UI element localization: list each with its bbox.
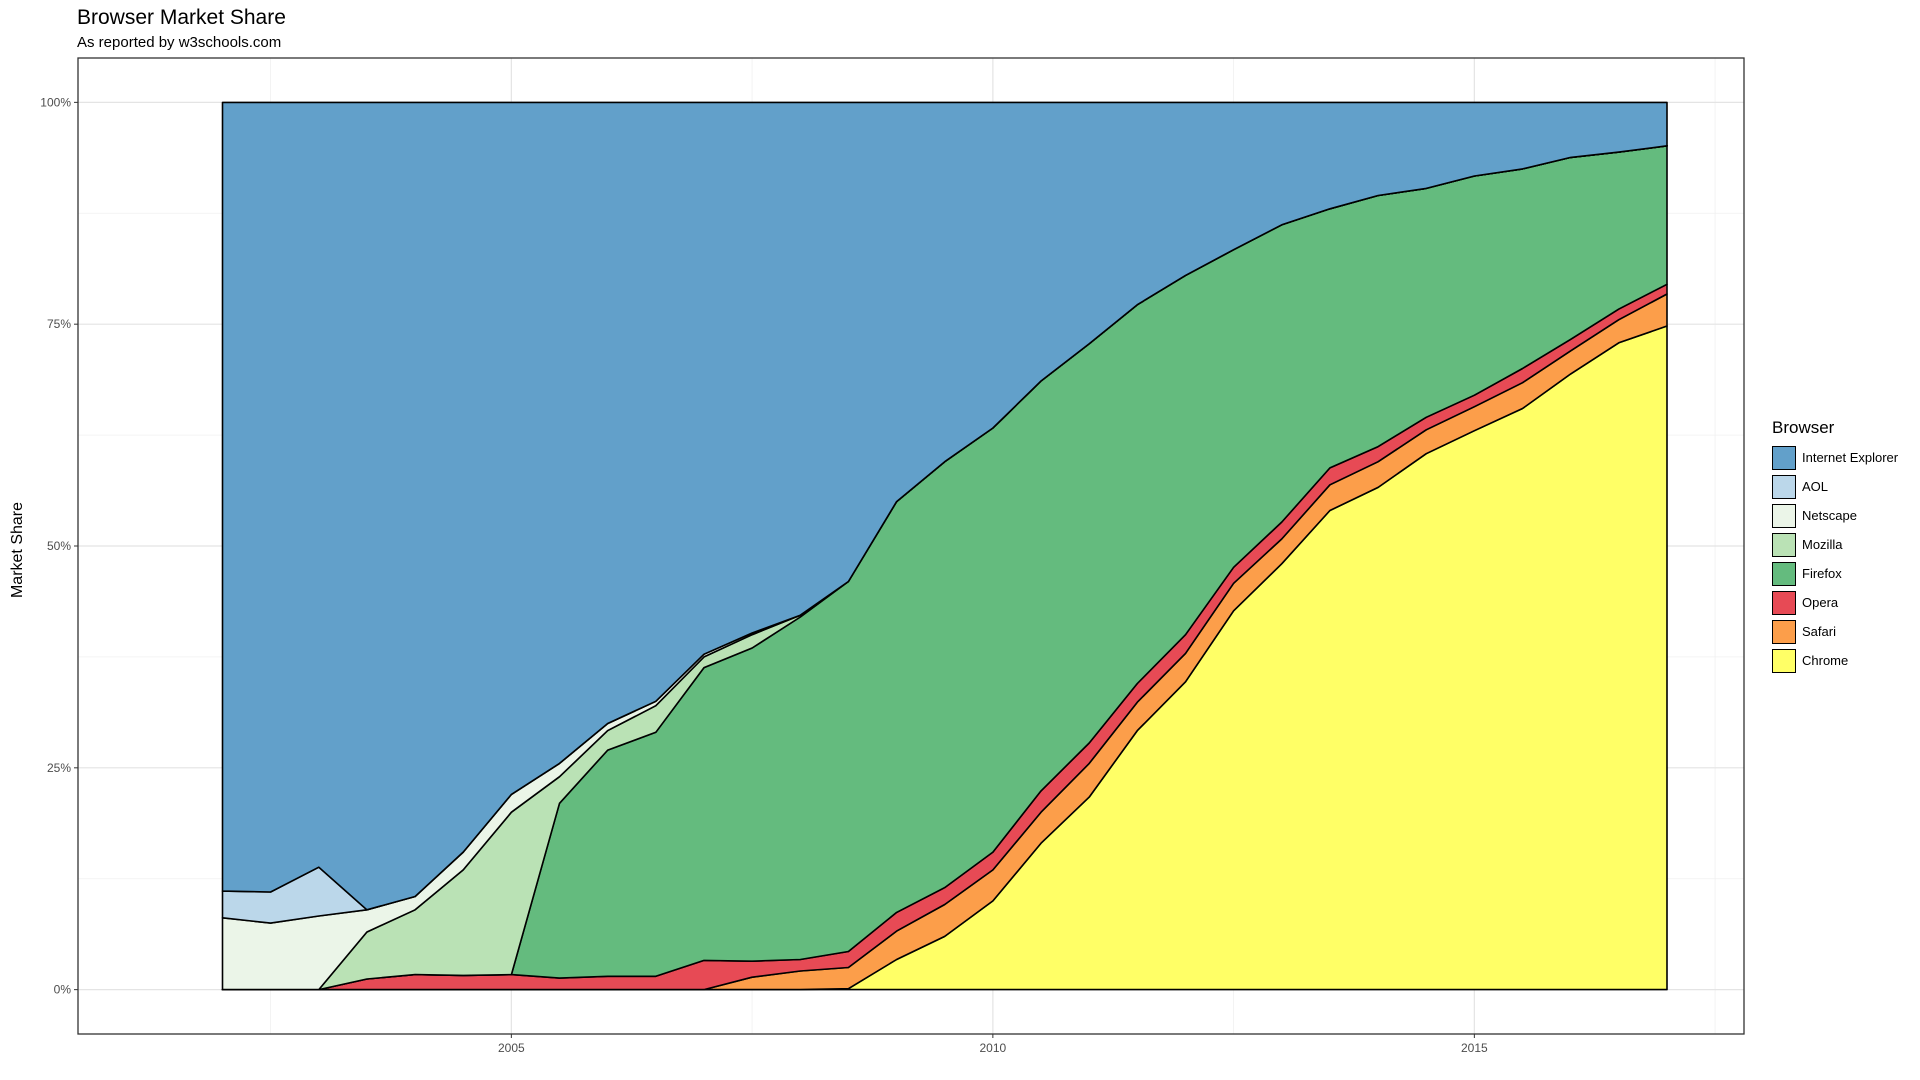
legend-swatch <box>1772 590 1796 615</box>
legend-item-mozilla: Mozilla <box>1772 530 1898 559</box>
legend-swatch <box>1772 532 1796 557</box>
x-tick-label: 2015 <box>1461 1041 1488 1055</box>
y-tick-label: 25% <box>47 761 71 775</box>
legend-label: Internet Explorer <box>1802 450 1899 465</box>
area-internet-explorer <box>221 101 1668 911</box>
y-tick-label: 0% <box>54 983 72 997</box>
legend-swatch <box>1772 445 1796 470</box>
legend-label: Firefox <box>1802 566 1842 581</box>
legend-item-internet-explorer: Internet Explorer <box>1772 443 1898 472</box>
legend-item-aol: AOL <box>1772 472 1898 501</box>
legend-swatch <box>1772 503 1796 528</box>
x-tick-label: 2005 <box>498 1041 525 1055</box>
chart-title: Browser Market Share <box>77 6 286 29</box>
legend: Browser Internet Explorer AOL Netscape Mozi… <box>1772 418 1898 675</box>
legend-label: Mozilla <box>1802 537 1843 552</box>
x-tick-label: 2010 <box>980 1041 1007 1055</box>
y-tick-label: 100% <box>40 95 71 109</box>
legend-swatch <box>1772 561 1796 586</box>
legend-title: Browser <box>1772 418 1835 437</box>
legend-label: Safari <box>1802 624 1836 639</box>
legend-label: Opera <box>1802 595 1839 610</box>
y-axis-label: Market Share <box>9 502 26 598</box>
legend-label: AOL <box>1802 479 1829 494</box>
legend-label: Chrome <box>1802 653 1849 668</box>
y-tick-label: 75% <box>47 317 71 331</box>
legend-item-firefox: Firefox <box>1772 559 1898 588</box>
legend-item-netscape: Netscape <box>1772 501 1898 530</box>
legend-item-chrome: Chrome <box>1772 646 1898 675</box>
y-tick-label: 50% <box>47 539 71 553</box>
legend-swatch <box>1772 648 1796 673</box>
legend-swatch <box>1772 474 1796 499</box>
legend-label: Netscape <box>1802 508 1857 523</box>
legend-item-opera: Opera <box>1772 588 1898 617</box>
chart-subtitle: As reported by w3schools.com <box>77 34 282 51</box>
legend-swatch <box>1772 619 1796 644</box>
legend-item-safari: Safari <box>1772 617 1898 646</box>
